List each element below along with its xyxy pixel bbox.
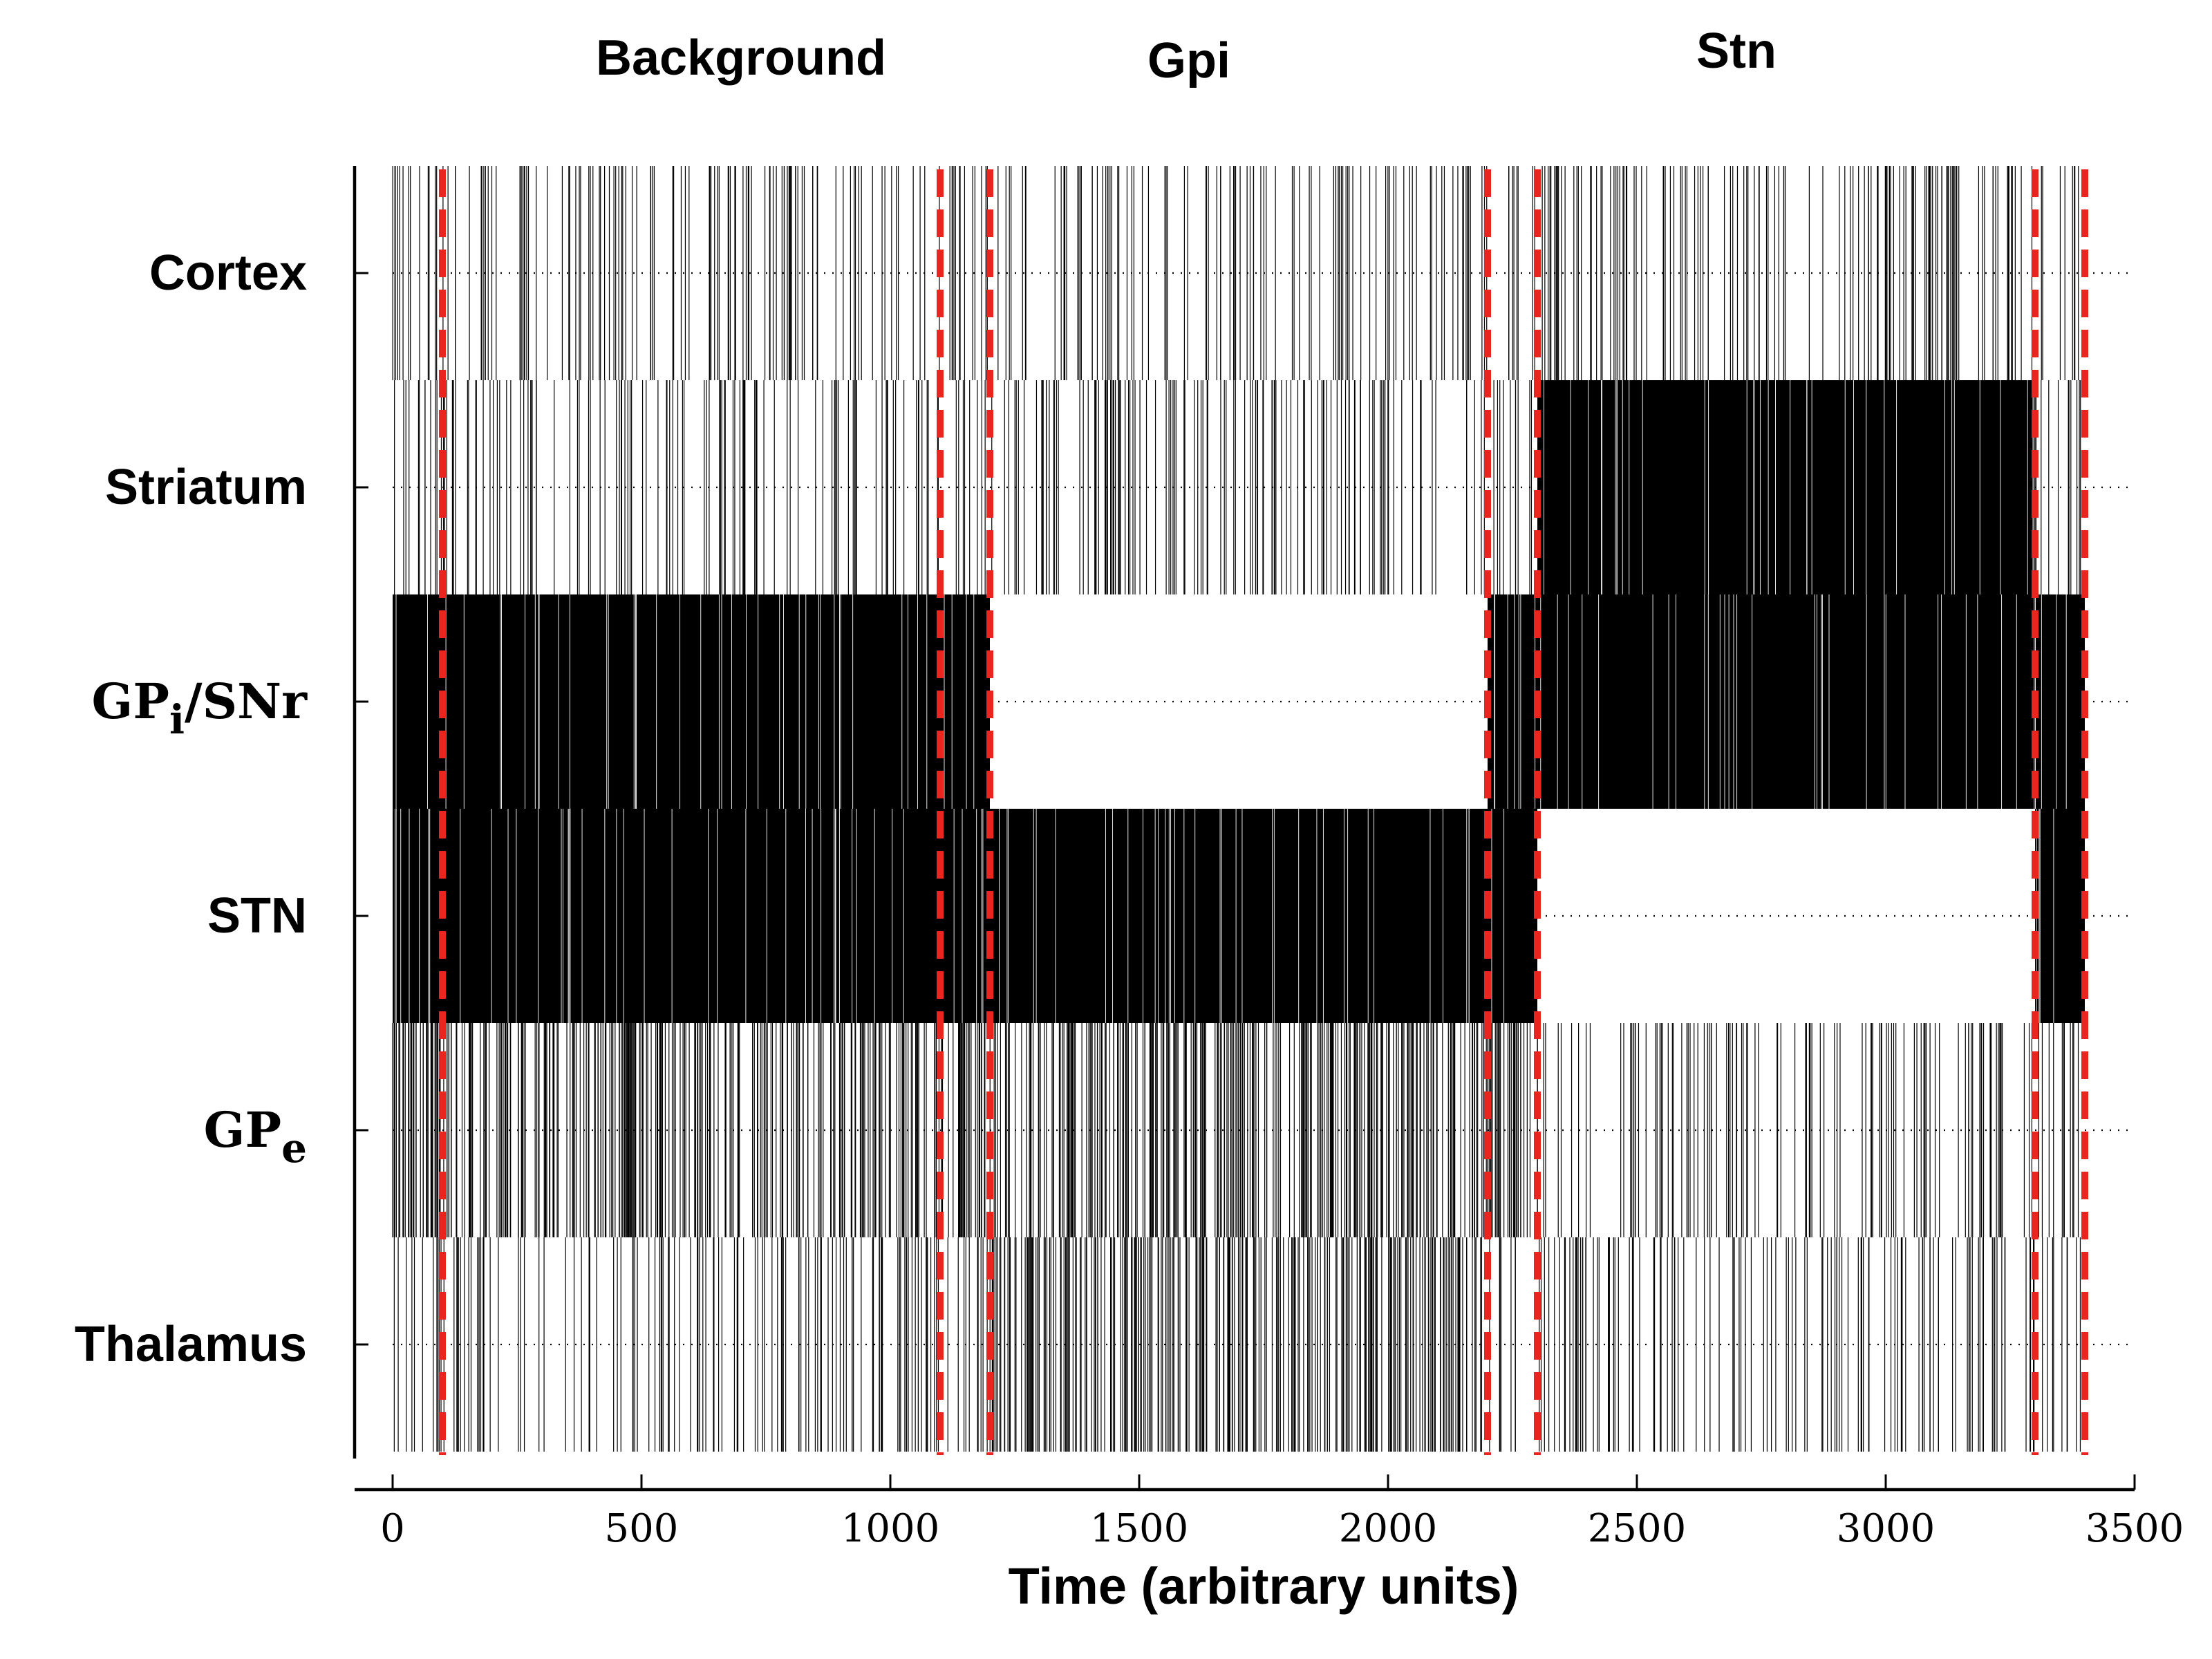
x-tick-label: 1500 bbox=[1090, 1506, 1189, 1551]
phase-label: Background bbox=[596, 30, 886, 86]
x-axis-ticks: 0 500 1000 1500 2000 2500 3000 3500 bbox=[380, 1474, 2184, 1551]
x-tick-label: 500 bbox=[605, 1506, 679, 1551]
phase-labels: Background Gpi Stn bbox=[596, 24, 1777, 88]
x-tick-label: 2000 bbox=[1339, 1506, 1438, 1551]
spike-row-thalamus bbox=[393, 1237, 2081, 1452]
x-tick-label: 2500 bbox=[1588, 1506, 1687, 1551]
x-tick-label: 0 bbox=[380, 1506, 405, 1551]
spike-row-gpe bbox=[392, 1023, 2079, 1237]
row-labels: Cortex Striatum GPi/SNr STN GPe Thalamus bbox=[75, 245, 308, 1372]
spike-row-stn bbox=[393, 809, 2085, 1023]
row-label-thalamus: Thalamus bbox=[75, 1317, 307, 1372]
x-tick-label: 3000 bbox=[1837, 1506, 1936, 1551]
dense-firing-block bbox=[393, 809, 1537, 1023]
phase-boundaries bbox=[439, 169, 2088, 1455]
spike-raster bbox=[392, 166, 2085, 1452]
spike-row-gpi_snr bbox=[393, 594, 2085, 809]
x-tick-label: 3500 bbox=[2086, 1506, 2184, 1551]
row-label-gpe: GPe bbox=[204, 1101, 307, 1172]
dense-firing-block bbox=[1537, 380, 2035, 594]
row-label-cortex: Cortex bbox=[149, 245, 307, 301]
spike-row-cortex bbox=[392, 166, 2079, 380]
axes bbox=[353, 166, 2135, 1492]
phase-label: Gpi bbox=[1147, 33, 1230, 88]
phase-label: Stn bbox=[1696, 24, 1777, 79]
dense-firing-block bbox=[1488, 594, 2085, 809]
dense-firing-block bbox=[393, 594, 990, 809]
row-label-gpi_snr: GPi/SNr bbox=[92, 673, 308, 743]
row-label-stn: STN bbox=[207, 888, 307, 944]
dense-firing-block bbox=[2035, 809, 2085, 1023]
x-axis-label: Time (arbitrary units) bbox=[1009, 1557, 1519, 1615]
spike-row-striatum bbox=[394, 380, 2081, 594]
row-label-striatum: Striatum bbox=[105, 460, 307, 515]
x-tick-label: 1000 bbox=[841, 1506, 940, 1551]
